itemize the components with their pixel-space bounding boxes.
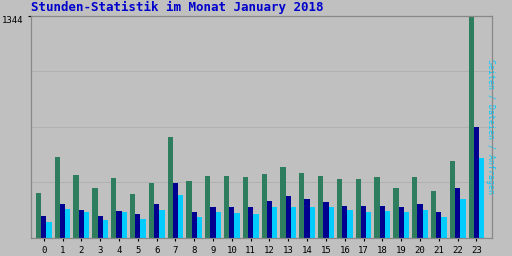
- Bar: [479, 158, 484, 238]
- Bar: [385, 211, 390, 238]
- Bar: [191, 212, 197, 238]
- Bar: [348, 210, 353, 238]
- Bar: [197, 217, 202, 238]
- Bar: [291, 207, 296, 238]
- Bar: [329, 207, 334, 238]
- Bar: [455, 187, 460, 238]
- Bar: [159, 210, 164, 238]
- Bar: [178, 195, 183, 238]
- Bar: [356, 179, 361, 238]
- Bar: [323, 202, 329, 238]
- Bar: [210, 207, 216, 238]
- Bar: [46, 222, 52, 238]
- Bar: [229, 207, 234, 238]
- Bar: [337, 179, 342, 238]
- Bar: [474, 127, 479, 238]
- Bar: [412, 177, 417, 238]
- Bar: [380, 206, 385, 238]
- Bar: [398, 207, 404, 238]
- Bar: [103, 220, 108, 238]
- Bar: [154, 204, 159, 238]
- Bar: [305, 199, 310, 238]
- Bar: [299, 173, 305, 238]
- Bar: [281, 167, 286, 238]
- Bar: [97, 216, 103, 238]
- Bar: [84, 212, 89, 238]
- Bar: [140, 219, 146, 238]
- Bar: [286, 196, 291, 238]
- Bar: [262, 174, 267, 238]
- Bar: [243, 177, 248, 238]
- Bar: [393, 187, 398, 238]
- Bar: [36, 193, 41, 238]
- Bar: [60, 204, 65, 238]
- Bar: [310, 207, 315, 238]
- Bar: [267, 201, 272, 238]
- Bar: [224, 176, 229, 238]
- Bar: [318, 176, 323, 238]
- Bar: [253, 214, 259, 238]
- Bar: [441, 217, 447, 238]
- Bar: [41, 216, 46, 238]
- Bar: [436, 212, 441, 238]
- Bar: [234, 213, 240, 238]
- Bar: [216, 212, 221, 238]
- Bar: [55, 157, 60, 238]
- Y-axis label: Seiten / Dateien / Anfragen: Seiten / Dateien / Anfragen: [486, 59, 495, 194]
- Bar: [92, 188, 97, 238]
- Bar: [417, 204, 423, 238]
- Bar: [404, 212, 409, 238]
- Bar: [366, 212, 372, 238]
- Bar: [248, 207, 253, 238]
- Bar: [116, 211, 121, 238]
- Bar: [173, 183, 178, 238]
- Bar: [431, 191, 436, 238]
- Bar: [205, 176, 210, 238]
- Bar: [167, 137, 173, 238]
- Bar: [450, 161, 455, 238]
- Bar: [460, 199, 465, 238]
- Bar: [79, 210, 84, 238]
- Bar: [121, 212, 127, 238]
- Bar: [186, 181, 191, 238]
- Bar: [73, 175, 79, 238]
- Bar: [468, 16, 474, 238]
- Bar: [272, 207, 278, 238]
- Bar: [130, 194, 135, 238]
- Bar: [65, 209, 71, 238]
- Bar: [423, 210, 428, 238]
- Bar: [342, 206, 348, 238]
- Bar: [361, 206, 366, 238]
- Bar: [148, 183, 154, 238]
- Bar: [135, 214, 140, 238]
- Bar: [111, 178, 116, 238]
- Text: Stunden-Statistik im Monat January 2018: Stunden-Statistik im Monat January 2018: [31, 1, 323, 15]
- Bar: [374, 177, 380, 238]
